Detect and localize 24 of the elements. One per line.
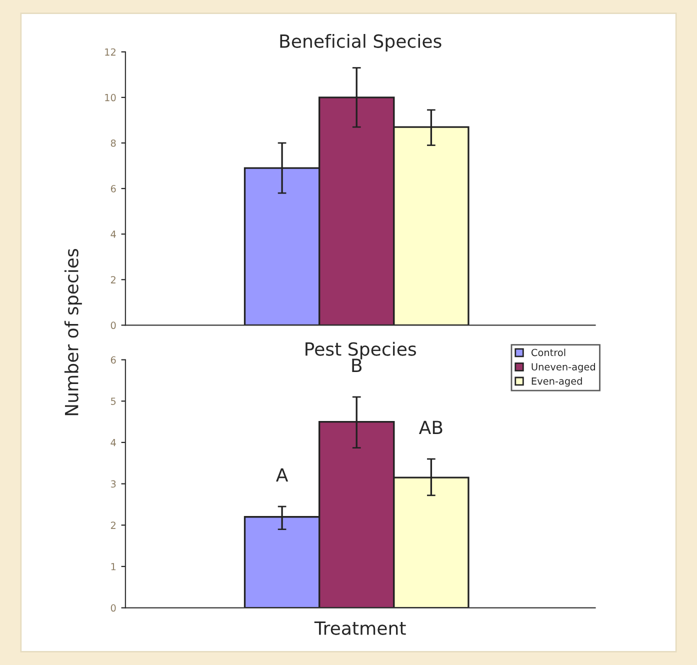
y-tick-label: 2 (110, 522, 116, 529)
x-axis-title: Treatment (314, 622, 406, 635)
legend-label: Even-aged (532, 377, 582, 387)
y-tick-label: 3 (110, 480, 116, 488)
y-axis-title: Number of species (64, 248, 82, 416)
y-tick-label: 6 (110, 185, 116, 192)
y-tick-label: 6 (110, 356, 116, 364)
y-tick-label: 1 (111, 563, 116, 570)
annotation: B (352, 358, 362, 372)
y-tick-label: 8 (110, 139, 116, 147)
annotation: A (276, 468, 288, 482)
y-tick-label: 0 (110, 322, 116, 330)
y-tick-label: 4 (110, 230, 116, 238)
y-tick-label: 10 (105, 94, 116, 102)
y-tick-label: 4 (110, 439, 116, 446)
chart-title: Beneficial Species (280, 34, 442, 52)
y-tick-label: 12 (105, 48, 116, 56)
annotation: AB (418, 420, 442, 434)
y-tick-label: 5 (110, 398, 116, 405)
y-tick-label: 2 (110, 276, 116, 284)
legend-label: Uneven-aged (532, 362, 595, 372)
legend-label: Control (531, 348, 566, 356)
chart-title: Pest Species (306, 342, 416, 360)
y-tick-label: 0 (110, 604, 116, 612)
